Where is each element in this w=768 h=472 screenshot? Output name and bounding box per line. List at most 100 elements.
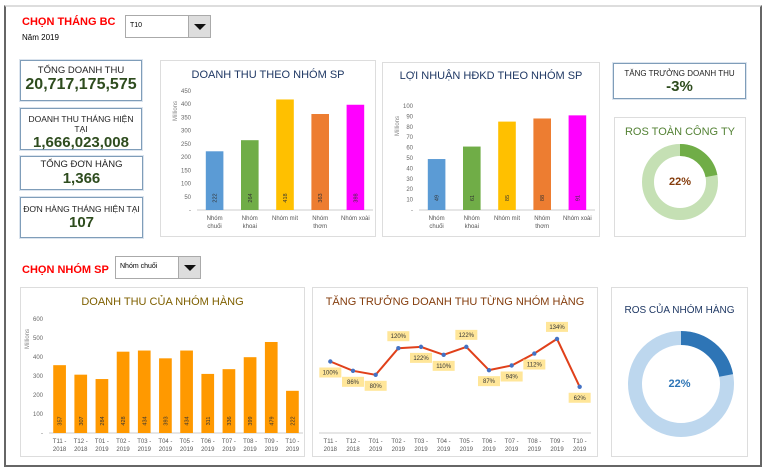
bar bbox=[201, 373, 215, 433]
y-tick-label: 50 bbox=[406, 156, 413, 162]
kpi-value: 20,717,175,575 bbox=[25, 76, 137, 93]
dashboard-frame bbox=[4, 5, 762, 467]
y-tick-label: 30 bbox=[406, 177, 413, 183]
bar bbox=[53, 365, 66, 433]
data-label-bg bbox=[410, 352, 432, 363]
kpi-total-orders: TỔNG ĐƠN HÀNG 1,366 bbox=[20, 156, 143, 190]
data-label-bg bbox=[387, 331, 410, 342]
x-tick-label: T02 - bbox=[116, 439, 130, 445]
series-line bbox=[329, 337, 581, 388]
data-label: 393 bbox=[163, 416, 169, 425]
bar bbox=[159, 358, 172, 433]
data-label: 434 bbox=[185, 416, 191, 425]
data-label: 363 bbox=[318, 193, 324, 202]
x-tick-label: T10 - bbox=[285, 439, 299, 445]
data-label: 222 bbox=[290, 416, 296, 425]
data-label: 134% bbox=[549, 325, 565, 331]
month-dropdown[interactable]: T10 bbox=[125, 15, 211, 38]
bar bbox=[427, 159, 446, 210]
data-point bbox=[350, 368, 356, 374]
kpi-label: TĂNG TRƯỞNG DOANH THU bbox=[624, 69, 735, 78]
bar bbox=[74, 374, 88, 433]
y-tick-label: - bbox=[411, 208, 413, 214]
bar bbox=[243, 357, 257, 433]
data-label: 110% bbox=[436, 364, 452, 370]
data-point bbox=[532, 351, 537, 356]
bar bbox=[264, 341, 278, 433]
group-dropdown-value: Nhóm chuối bbox=[120, 263, 158, 270]
x-tick-label: 2019 bbox=[528, 447, 542, 453]
kpi-value: 107 bbox=[68, 214, 95, 231]
x-tick-label: 2019 bbox=[116, 447, 130, 453]
data-label: 428 bbox=[121, 416, 127, 425]
ros-group-donut: ROS CỦA NHÓM HÀNG 22% bbox=[611, 287, 748, 457]
y-tick-label: 20 bbox=[406, 187, 413, 193]
data-label: 100% bbox=[323, 371, 339, 377]
x-tick-label: T09 - bbox=[550, 439, 564, 445]
kpi-value: 1,366 bbox=[62, 170, 101, 187]
chart-title: ROS CỦA NHÓM HÀNG bbox=[624, 305, 735, 316]
bar bbox=[498, 121, 516, 210]
x-tick-label: 2019 bbox=[550, 447, 564, 453]
data-label: 87% bbox=[483, 379, 496, 385]
data-label: 479 bbox=[269, 416, 275, 425]
x-tick-label: Nhóm bbox=[207, 216, 223, 222]
x-tick-label: T06 - bbox=[201, 439, 215, 445]
profit-by-group-chart: LỢI NHUẬN HĐKD THEO NHÓM SP - 10 20 30 40 50 60… bbox=[382, 62, 600, 237]
chart-title: DOANH THU THEO NHÓM SP bbox=[191, 69, 345, 81]
x-tick-label: 2019 bbox=[437, 447, 451, 453]
data-label: 86% bbox=[347, 380, 360, 386]
y-tick-label: 40 bbox=[406, 166, 413, 172]
data-label: 61 bbox=[470, 195, 476, 201]
x-tick-label: 2018 bbox=[324, 447, 338, 453]
data-label: 49 bbox=[435, 195, 441, 201]
y-tick-label: 10 bbox=[406, 198, 413, 204]
data-label: 120% bbox=[391, 334, 407, 340]
x-tick-label: Nhóm bbox=[534, 216, 550, 222]
x-tick-label: T08 - bbox=[243, 439, 257, 445]
data-label-bg bbox=[364, 380, 387, 391]
x-tick-label: khoai bbox=[465, 224, 479, 230]
y-tick-label: 100 bbox=[33, 412, 44, 418]
kpi-value: -3% bbox=[666, 78, 693, 95]
group-select-label: CHỌN NHÓM SP bbox=[22, 264, 109, 276]
data-point bbox=[418, 344, 424, 350]
data-label: 418 bbox=[283, 193, 289, 202]
x-tick-label: T11 - bbox=[324, 439, 338, 445]
x-tick-label: T04 - bbox=[158, 439, 172, 445]
data-label: 88 bbox=[540, 195, 546, 201]
bar bbox=[463, 146, 481, 210]
data-label: 91 bbox=[575, 195, 581, 201]
kpi-label: DOANH THU THÁNG HIỆN TẠI bbox=[28, 114, 134, 134]
dropdown-button[interactable] bbox=[178, 257, 200, 278]
x-tick-label: Nhóm mít bbox=[494, 216, 520, 222]
donut-segment bbox=[679, 144, 718, 178]
bar bbox=[286, 390, 299, 433]
data-label-bg bbox=[455, 329, 478, 340]
bar bbox=[116, 351, 130, 433]
dropdown-button[interactable] bbox=[188, 16, 210, 37]
data-label: 80% bbox=[370, 384, 383, 390]
chevron-down-icon bbox=[193, 23, 206, 30]
data-point bbox=[373, 372, 378, 377]
data-label-bg bbox=[546, 321, 568, 332]
x-tick-label: T01 - bbox=[369, 439, 383, 445]
data-label-bg bbox=[500, 371, 523, 382]
bar bbox=[311, 114, 329, 210]
y-tick-label: 50 bbox=[184, 195, 191, 201]
y-tick-label: 200 bbox=[181, 155, 192, 161]
x-tick-label: T09 - bbox=[264, 439, 278, 445]
y-tick-label: 70 bbox=[406, 135, 413, 141]
chart-title: LỢI NHUẬN HĐKD THEO NHÓM SP bbox=[399, 70, 583, 82]
data-point bbox=[464, 344, 469, 350]
bar bbox=[276, 99, 294, 210]
data-point bbox=[509, 363, 514, 368]
data-point bbox=[441, 352, 446, 358]
data-label-bg bbox=[478, 376, 500, 387]
data-label: 122% bbox=[413, 356, 429, 362]
x-tick-label: 2019 bbox=[95, 447, 109, 453]
bar bbox=[568, 115, 587, 210]
y-tick-label: - bbox=[189, 208, 191, 214]
group-dropdown[interactable]: Nhóm chuối bbox=[115, 256, 201, 279]
y-tick-label: - bbox=[41, 431, 43, 437]
